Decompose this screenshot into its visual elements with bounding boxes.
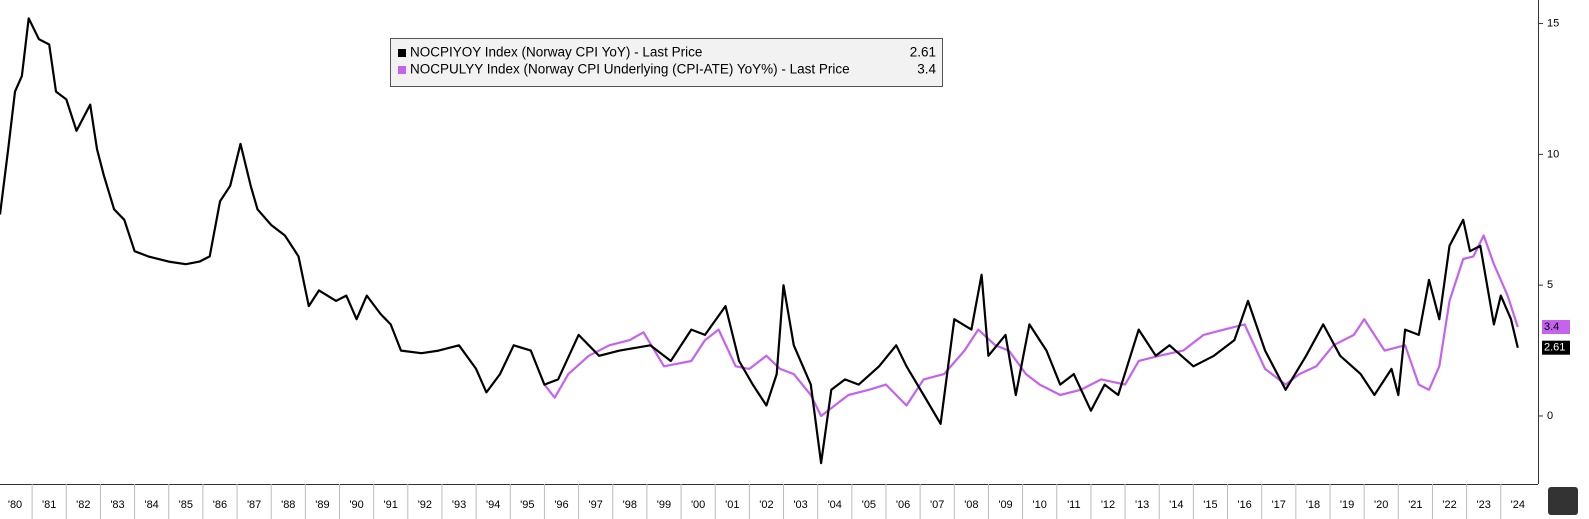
legend-label: NOCPULYY Index (Norway CPI Underlying (C… [410,62,850,77]
x-tick-label: '89 [315,499,329,511]
legend [390,38,943,87]
x-tick-label: '08 [964,499,978,511]
legend-label: NOCPIYOY Index (Norway CPI YoY) - Last P… [410,45,702,60]
x-tick-label: '19 [1340,499,1354,511]
x-tick-label: '13 [1135,499,1149,511]
legend-swatch [398,66,406,74]
y-tick-label: 15 [1547,17,1559,29]
x-tick-label: '06 [896,499,910,511]
x-tick-label: '87 [247,499,261,511]
x-tick-label: '12 [1101,499,1115,511]
series-line [543,234,1519,418]
last-price-tag-label: 3.4 [1544,321,1559,333]
x-tick-label: '97 [588,499,602,511]
x-tick-label: '10 [1033,499,1047,511]
x-tick-label: '03 [793,499,807,511]
last-price-tag [1542,340,1570,355]
x-tick-label: '83 [110,499,124,511]
x-tick-label: '90 [349,499,363,511]
x-tick-label: '92 [418,499,432,511]
y-tick-label: 0 [1547,410,1553,422]
x-tick-label: '99 [657,499,671,511]
x-tick-label: '05 [862,499,876,511]
x-tick-label: '01 [725,499,739,511]
x-tick-label: '23 [1477,499,1491,511]
x-tick-label: '24 [1511,499,1525,511]
x-tick-label: '11 [1067,499,1081,511]
x-tick-label: '81 [42,499,56,511]
x-tick-label: '18 [1306,499,1320,511]
x-tick-label: '85 [179,499,193,511]
x-tick-label: '91 [384,499,398,511]
x-tick-label: '93 [452,499,466,511]
y-tick-label: 5 [1547,279,1553,291]
x-tick-label: '96 [554,499,568,511]
x-tick-label: '04 [828,499,842,511]
legend-last-price: 3.4 [917,62,936,77]
series-line [0,17,1519,465]
icon [1548,487,1578,515]
x-tick-label: '95 [520,499,534,511]
y-tick-label: 10 [1547,148,1559,160]
x-tick-label: '22 [1442,499,1456,511]
x-tick-label: '86 [213,499,227,511]
x-tick-label: '15 [1203,499,1217,511]
x-tick-label: '98 [623,499,637,511]
legend-last-price: 2.61 [910,45,936,60]
last-price-tag [1542,320,1570,335]
x-tick-label: '21 [1408,499,1422,511]
x-tick-label: '80 [8,499,22,511]
x-tick-label: '14 [1169,499,1183,511]
x-tick-label: '82 [76,499,90,511]
x-tick-label: '02 [759,499,773,511]
x-tick-label: '09 [998,499,1012,511]
x-tick-label: '07 [930,499,944,511]
x-tick-label: '17 [1272,499,1286,511]
x-tick-label: '16 [1237,499,1251,511]
x-tick-label: '94 [486,499,500,511]
x-tick-label: '20 [1374,499,1388,511]
x-tick-label: '88 [281,499,295,511]
last-price-tag-label: 2.61 [1544,342,1565,354]
x-tick-label: '00 [691,499,705,511]
x-tick-label: '84 [144,499,158,511]
legend-swatch [398,49,406,57]
